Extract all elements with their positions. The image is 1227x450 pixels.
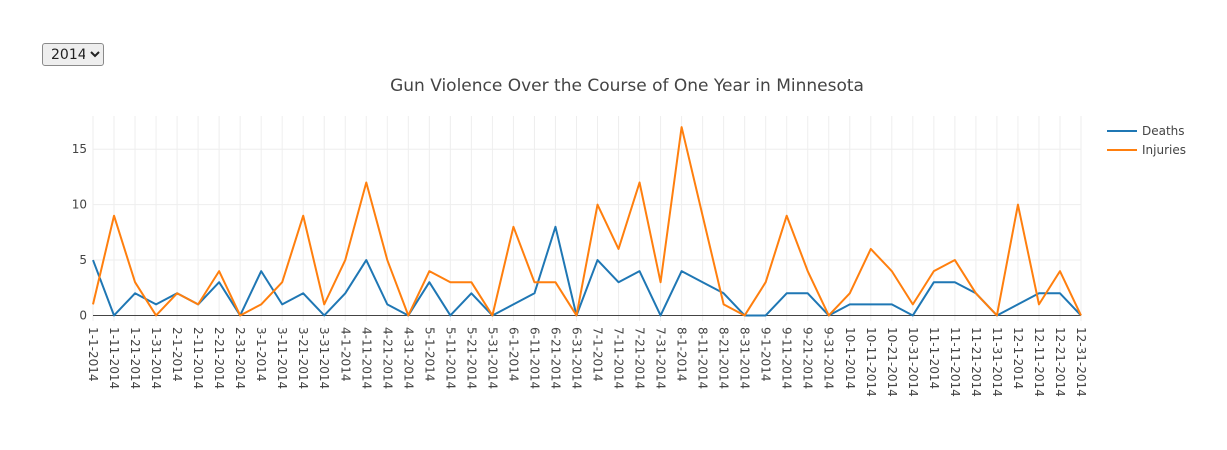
x-tick-label: 10-21-2014 <box>885 327 899 397</box>
x-tick-label: 6-21-2014 <box>548 327 562 389</box>
x-tick-label: 2-21-2014 <box>212 327 226 389</box>
x-axis: 1-1-2014 1-11-2014 1-21-2014 1-31-2014 2-1-2… <box>86 327 1088 397</box>
x-tick-label: 2-31-2014 <box>233 327 247 389</box>
x-tick-label: 4-1-2014 <box>338 327 352 381</box>
grid <box>92 116 1082 321</box>
y-tick-label: 5 <box>79 253 87 267</box>
x-tick-label: 3-21-2014 <box>296 327 310 389</box>
x-tick-label: 4-11-2014 <box>359 327 373 389</box>
x-tick-label: 3-1-2014 <box>254 327 268 381</box>
x-tick-label: 8-11-2014 <box>696 327 710 389</box>
x-tick-label: 8-1-2014 <box>675 327 689 381</box>
x-tick-label: 9-11-2014 <box>780 327 794 389</box>
x-tick-label: 6-31-2014 <box>569 327 583 389</box>
x-tick-label: 2-1-2014 <box>170 327 184 381</box>
x-tick-label: 1-21-2014 <box>128 327 142 389</box>
x-tick-label: 1-11-2014 <box>107 327 121 389</box>
x-tick-label: 7-1-2014 <box>591 327 605 381</box>
x-tick-label: 12-11-2014 <box>1032 327 1046 397</box>
x-tick-label: 9-21-2014 <box>801 327 815 389</box>
x-tick-label: 11-11-2014 <box>948 327 962 397</box>
x-tick-label: 10-31-2014 <box>906 327 920 397</box>
x-tick-label: 1-1-2014 <box>86 327 100 381</box>
x-tick-label: 11-1-2014 <box>927 327 941 389</box>
y-tick-label: 10 <box>72 198 87 212</box>
x-tick-label: 12-21-2014 <box>1053 327 1067 397</box>
legend-label: Deaths <box>1142 124 1185 138</box>
x-tick-label: 4-31-2014 <box>401 327 415 389</box>
series-line-injuries <box>92 126 1082 317</box>
x-tick-label: 9-31-2014 <box>822 327 836 389</box>
x-tick-label: 6-11-2014 <box>527 327 541 389</box>
x-tick-label: 5-31-2014 <box>485 327 499 389</box>
chart-title: Gun Violence Over the Course of One Year… <box>390 76 864 96</box>
x-tick-label: 3-31-2014 <box>317 327 331 389</box>
x-tick-label: 8-31-2014 <box>738 327 752 389</box>
x-tick-label: 11-31-2014 <box>990 327 1004 397</box>
series-lines <box>92 126 1082 317</box>
x-tick-label: 12-31-2014 <box>1074 327 1088 397</box>
x-tick-label: 8-21-2014 <box>717 327 731 389</box>
x-tick-label: 11-21-2014 <box>969 327 983 397</box>
legend-label: Injuries <box>1142 143 1186 157</box>
y-tick-label: 15 <box>72 142 87 156</box>
series-line-deaths <box>92 225 1082 317</box>
x-tick-label: 3-11-2014 <box>275 327 289 389</box>
legend-item-injuries[interactable]: Injuries <box>1107 143 1186 157</box>
x-tick-label: 4-21-2014 <box>380 327 394 389</box>
legend-item-deaths[interactable]: Deaths <box>1107 124 1185 138</box>
year-dropdown[interactable]: 2014 <box>42 43 104 66</box>
x-tick-label: 10-1-2014 <box>843 327 857 389</box>
x-tick-label: 7-21-2014 <box>633 327 647 389</box>
x-tick-label: 7-11-2014 <box>612 327 626 389</box>
y-tick-label: 0 <box>79 308 87 322</box>
x-tick-label: 6-1-2014 <box>506 327 520 381</box>
x-tick-label: 12-1-2014 <box>1011 327 1025 389</box>
x-tick-label: 5-21-2014 <box>464 327 478 389</box>
x-tick-label: 5-1-2014 <box>422 327 436 381</box>
x-tick-label: 10-11-2014 <box>864 327 878 397</box>
legend[interactable]: Deaths Injuries <box>1107 124 1186 157</box>
x-tick-label: 1-31-2014 <box>149 327 163 389</box>
y-axis: 0 5 10 15 <box>72 142 87 322</box>
x-tick-label: 2-11-2014 <box>191 327 205 389</box>
x-tick-label: 9-1-2014 <box>759 327 773 381</box>
x-tick-label: 5-11-2014 <box>443 327 457 389</box>
x-tick-label: 7-31-2014 <box>654 327 668 389</box>
